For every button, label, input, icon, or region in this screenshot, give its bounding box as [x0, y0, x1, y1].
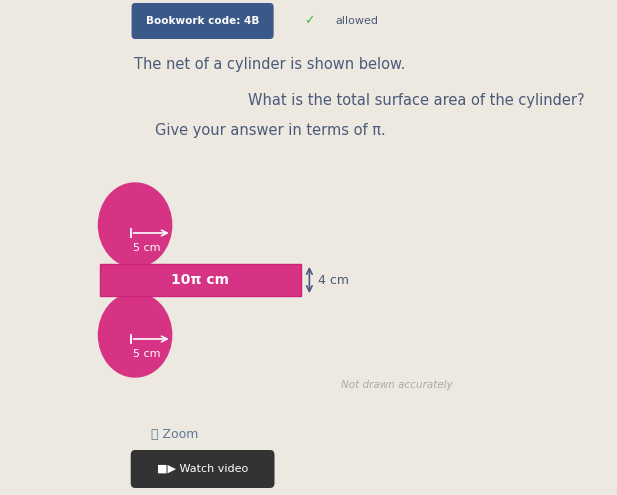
Text: 10π cm: 10π cm	[172, 273, 230, 287]
Text: 4 cm: 4 cm	[318, 274, 349, 287]
FancyBboxPatch shape	[131, 3, 273, 39]
Text: The net of a cylinder is shown below.: The net of a cylinder is shown below.	[135, 57, 406, 72]
Text: Not drawn accurately: Not drawn accurately	[341, 380, 452, 390]
Bar	[100, 264, 300, 296]
Text: ✓: ✓	[304, 14, 315, 27]
Text: allowed: allowed	[336, 15, 378, 26]
Text: Give your answer in terms of π.: Give your answer in terms of π.	[155, 122, 386, 138]
Circle shape	[99, 293, 172, 377]
Circle shape	[99, 183, 172, 267]
Text: What is the total surface area of the cylinder?: What is the total surface area of the cy…	[249, 93, 585, 107]
Text: 🔍 Zoom: 🔍 Zoom	[151, 429, 198, 442]
FancyBboxPatch shape	[131, 450, 275, 488]
Text: 5 cm: 5 cm	[133, 243, 161, 253]
Text: Bookwork code: 4B: Bookwork code: 4B	[146, 16, 259, 26]
Text: ■▶ Watch video: ■▶ Watch video	[157, 464, 248, 474]
Text: 5 cm: 5 cm	[133, 349, 161, 359]
